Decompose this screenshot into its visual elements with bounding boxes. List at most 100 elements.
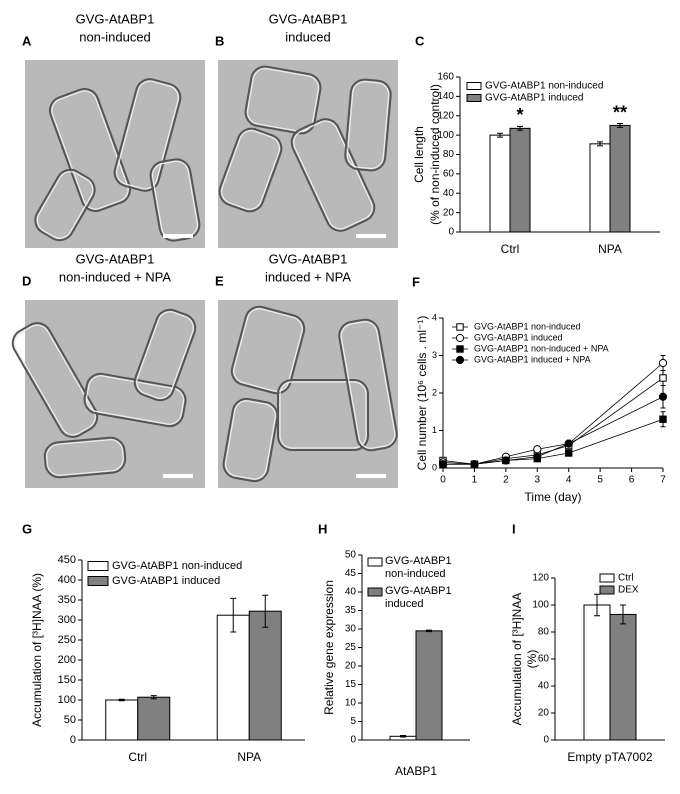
cell-outline	[34, 168, 96, 242]
bar	[609, 124, 631, 233]
cell-highlight	[14, 324, 96, 436]
panel-letter: D	[22, 273, 31, 288]
y-tick-label: 40	[443, 188, 455, 199]
bar	[583, 604, 611, 741]
x-tick-label: Empty pTA7002	[567, 750, 652, 764]
series-line	[443, 396, 664, 465]
y-tick-label: 0	[432, 462, 437, 472]
error-bar	[597, 141, 603, 147]
y-tick-label: 5	[350, 716, 356, 727]
error-bar	[620, 604, 626, 625]
legend-label: Ctrl	[618, 573, 634, 584]
bar	[415, 630, 443, 741]
scale-bar	[163, 474, 193, 478]
cell-outline	[290, 118, 376, 232]
legend-label: GVG-AtABP1 induced	[485, 93, 583, 104]
x-axis-label: Time (day)	[525, 490, 582, 504]
y-tick-label: 0	[350, 735, 356, 746]
bar	[216, 614, 250, 741]
legend-marker	[455, 333, 465, 343]
cell-outline	[222, 397, 279, 483]
y-tick-label: 80	[443, 149, 455, 160]
scale-bar	[356, 474, 386, 478]
y-tick-label: 15	[345, 679, 357, 690]
legend-marker	[455, 355, 465, 365]
cell-highlight	[116, 80, 179, 190]
legend-marker	[456, 345, 464, 353]
y-tick-label: 0	[70, 734, 76, 746]
y-tick-label: 40	[345, 587, 357, 598]
error-bar	[426, 629, 432, 633]
cell-outline	[344, 78, 392, 172]
panel-caption: GVG-AtABP1	[269, 251, 348, 266]
legend-swatch	[367, 557, 383, 567]
micrograph	[218, 300, 398, 488]
bar	[105, 699, 139, 741]
x-tick-label: 0	[440, 475, 446, 486]
y-tick-label: 35	[345, 605, 357, 616]
significance-mark: **	[613, 102, 627, 122]
legend-marker	[456, 323, 464, 331]
data-point	[438, 460, 448, 469]
micrograph-background	[25, 60, 205, 248]
panel-letter: E	[215, 273, 224, 288]
panel-letter: A	[22, 33, 32, 48]
cell-highlight	[233, 308, 303, 392]
error-bar	[497, 132, 503, 138]
y-tick-label: 160	[437, 72, 454, 83]
data-point	[501, 456, 510, 465]
significance-mark: *	[516, 105, 523, 125]
y-tick-label: 60	[443, 169, 455, 180]
series-line	[442, 362, 664, 465]
y-tick-label: 120	[437, 110, 454, 121]
y-axis-label: (%)	[525, 650, 539, 669]
cell-highlight	[279, 381, 367, 449]
micrograph-background	[218, 60, 398, 248]
legend-swatch	[87, 576, 109, 586]
legend-label: GVG-AtABP1 induced	[385, 585, 452, 610]
cell-highlight	[225, 400, 276, 480]
cell-outline	[11, 322, 99, 438]
error-bar	[150, 695, 157, 700]
bar	[609, 613, 637, 741]
legend-label: GVG-AtABP1 non-induced	[112, 560, 242, 572]
data-point	[470, 460, 479, 469]
cell-outline	[48, 88, 132, 212]
x-tick-label: 1	[472, 475, 478, 486]
cell-highlight	[346, 80, 390, 170]
y-tick-label: 50	[64, 714, 76, 726]
x-tick-label: Ctrl	[501, 242, 520, 256]
cell-highlight	[136, 311, 194, 399]
panel-caption: non-induced	[79, 29, 151, 44]
legend-swatch	[367, 587, 383, 597]
cell-outline	[230, 305, 306, 395]
legend-swatch	[466, 82, 482, 90]
error-bar	[262, 594, 269, 628]
cell-outline	[43, 436, 127, 479]
cell-highlight	[246, 67, 320, 133]
legend-label: GVG-AtABP1 induced	[112, 575, 220, 587]
y-tick-label: 10	[345, 698, 357, 709]
cell-outline	[149, 158, 201, 242]
legend-label: DEX	[618, 585, 639, 596]
y-tick-label: 25	[345, 642, 357, 653]
x-tick-label: AtABP1	[395, 764, 437, 778]
error-bar	[400, 735, 406, 738]
y-axis-label: Accumulation of [³H]NAA	[510, 593, 524, 726]
y-tick-label: 100	[437, 130, 454, 141]
cell-outline	[113, 78, 182, 192]
y-tick-label: 250	[58, 634, 76, 646]
y-tick-label: 400	[58, 574, 76, 586]
bar	[509, 127, 531, 233]
cell-highlight	[85, 375, 185, 425]
y-tick-label: 0	[448, 227, 454, 238]
y-tick-label: 30	[345, 624, 357, 635]
cell-outline	[244, 65, 322, 135]
panel-letter: B	[215, 33, 224, 48]
x-tick-label: 3	[535, 475, 541, 486]
y-tick-label: 450	[58, 554, 76, 566]
cell-outline	[133, 308, 197, 402]
legend-label: GVG-AtABP1 non-induced + NPA	[474, 343, 609, 353]
y-tick-label: 4	[432, 312, 437, 322]
